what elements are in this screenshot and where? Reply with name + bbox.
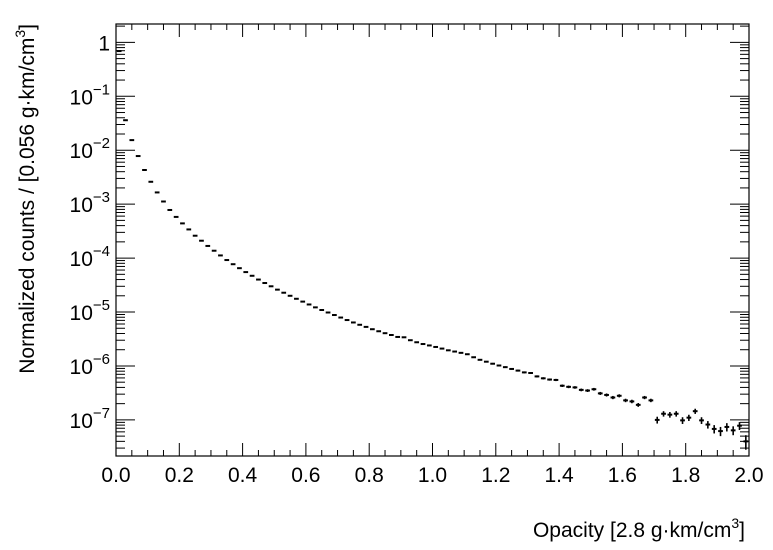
x-tick-labels: 0.0 0.2 0.4 0.6 0.8 1.0 1.2 1.4 1.6 1.8 2.0 — [101, 464, 763, 487]
axis-major-ticks — [116, 24, 749, 456]
data-point — [712, 425, 717, 433]
data-point — [560, 385, 565, 388]
data-point — [490, 363, 495, 365]
x-tick-label: 1.2 — [481, 464, 510, 487]
y-tick-label: 1 — [98, 32, 110, 55]
data-point — [617, 394, 622, 397]
x-tick-label: 0.6 — [291, 464, 320, 487]
x-tick-label: 1.4 — [544, 464, 574, 487]
y-axis-label: Normalized counts / [0.056 g·km/cm3] — [12, 24, 39, 374]
data-point — [718, 427, 723, 436]
data-point — [535, 375, 540, 377]
data-point — [497, 365, 502, 367]
x-tick-label: 0.2 — [165, 464, 194, 487]
x-tick-label: 1.0 — [418, 464, 447, 487]
data-point — [579, 389, 584, 392]
y-tick-label: 10−5 — [70, 297, 110, 325]
data-point — [598, 392, 603, 395]
data-point — [573, 386, 578, 389]
data-point — [743, 435, 748, 449]
y-tick-label: 10−1 — [70, 81, 110, 109]
data-point — [680, 417, 685, 424]
data-point — [528, 372, 533, 374]
data-point — [661, 411, 666, 416]
x-tick-label: 0.0 — [101, 464, 130, 487]
y-tick-labels: 1 10−1 10−2 10−3 10−4 10−5 10−6 10−7 — [70, 32, 110, 433]
y-tick-label: 10−6 — [70, 351, 110, 379]
x-tick-label: 0.8 — [355, 464, 384, 487]
data-point — [737, 422, 742, 430]
data-point — [566, 386, 571, 389]
x-tick-label: 0.4 — [228, 464, 258, 487]
data-point — [516, 370, 521, 372]
data-point — [699, 417, 704, 424]
data-point — [554, 379, 559, 381]
y-tick-label: 10−2 — [70, 135, 110, 163]
data-point — [522, 371, 527, 373]
x-tick-label: 1.8 — [671, 464, 700, 487]
data-point — [509, 368, 514, 370]
data-point — [604, 393, 609, 396]
data-point — [541, 377, 546, 379]
data-point — [705, 421, 710, 428]
data-point — [724, 423, 729, 431]
data-point — [687, 415, 692, 421]
data-point — [731, 426, 736, 435]
x-axis-label: Opacity [2.8 g·km/cm3] — [533, 515, 745, 542]
data-point — [636, 403, 641, 407]
y-tick-label: 10−3 — [70, 189, 110, 217]
data-point — [630, 400, 635, 404]
x-tick-label: 2.0 — [734, 464, 763, 487]
y-tick-label: 10−7 — [70, 405, 110, 433]
data-point — [611, 396, 616, 399]
data-point — [547, 378, 552, 380]
data-point — [668, 412, 673, 418]
data-point — [623, 399, 628, 402]
data-points — [117, 51, 748, 450]
x-tick-label: 1.6 — [608, 464, 637, 487]
data-point — [592, 388, 597, 391]
plot-frame — [116, 24, 749, 456]
y-tick-label: 10−4 — [70, 243, 110, 271]
data-point — [642, 396, 647, 399]
axis-minor-ticks — [116, 24, 749, 456]
data-point — [503, 366, 508, 368]
data-point — [674, 411, 679, 416]
data-point — [693, 409, 698, 414]
data-point — [585, 389, 590, 392]
data-point — [649, 399, 654, 402]
data-point — [655, 417, 660, 424]
